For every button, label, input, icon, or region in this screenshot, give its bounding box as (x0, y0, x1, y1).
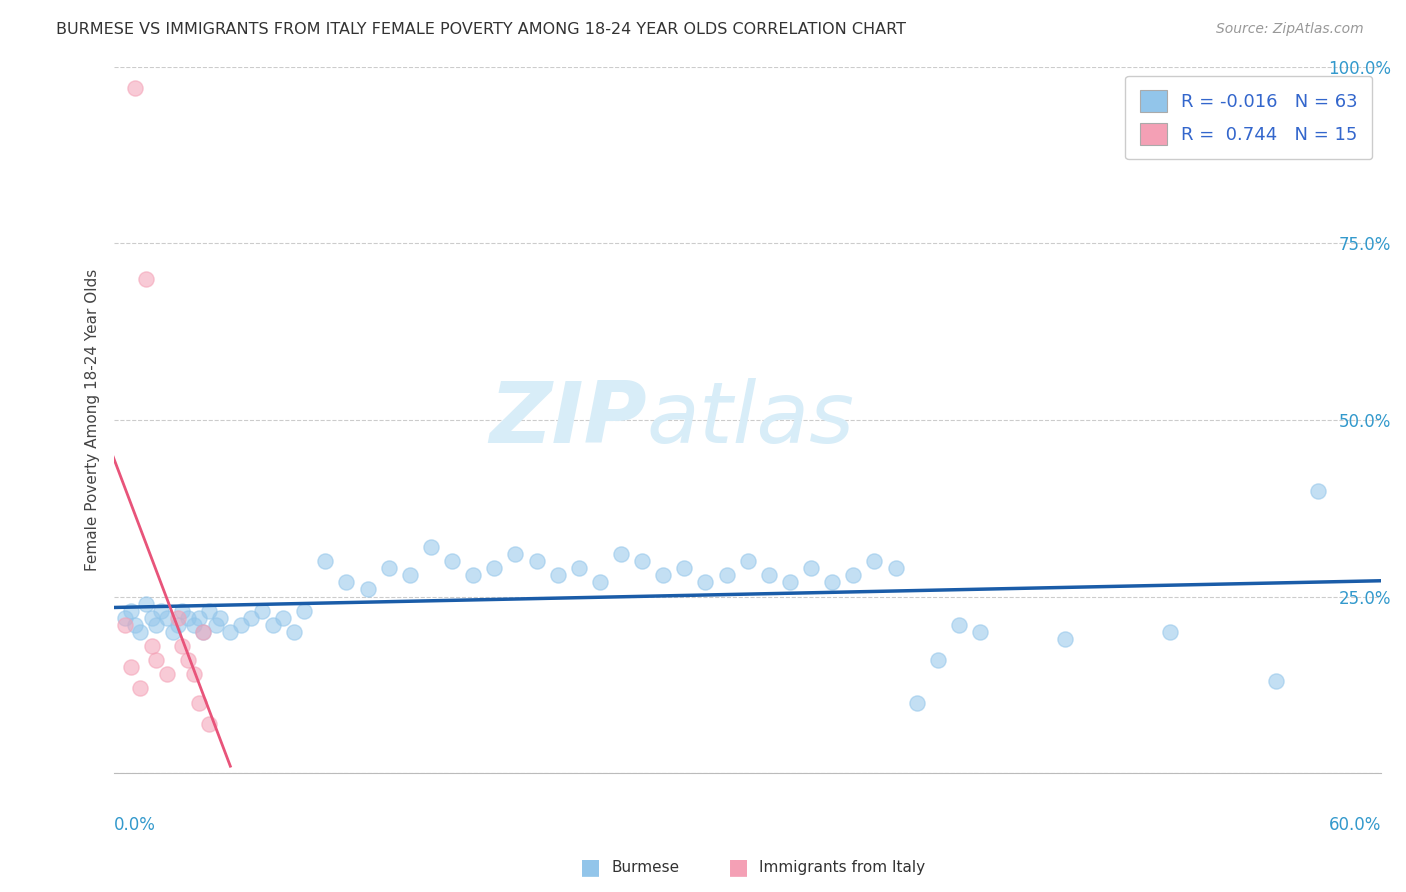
Point (420, 540, 443, 554)
Point (240, 611, 263, 625)
Point (250, 604, 273, 618)
Point (114, 611, 136, 625)
Point (1159, 624, 1181, 639)
Point (758, 568, 780, 582)
Point (716, 568, 738, 582)
Point (969, 624, 991, 639)
Point (145, 617, 167, 632)
Point (1306, 483, 1329, 498)
Text: ZIP: ZIP (489, 378, 647, 461)
Y-axis label: Female Poverty Among 18-24 Year Olds: Female Poverty Among 18-24 Year Olds (86, 268, 100, 571)
Point (187, 611, 209, 625)
Point (135, 597, 157, 611)
Point (800, 561, 823, 575)
Point (191, 624, 214, 639)
Point (198, 716, 221, 731)
Point (170, 639, 193, 653)
Point (695, 575, 717, 590)
Point (120, 604, 142, 618)
Point (183, 667, 205, 681)
Point (905, 696, 928, 710)
Point (124, 617, 146, 632)
Point (568, 561, 591, 575)
Point (183, 617, 205, 632)
Text: atlas: atlas (647, 378, 855, 461)
Point (652, 568, 675, 582)
Point (229, 617, 252, 632)
Point (156, 611, 179, 625)
Point (292, 604, 315, 618)
Point (283, 624, 305, 639)
Text: BURMESE VS IMMIGRANTS FROM ITALY FEMALE POVERTY AMONG 18-24 YEAR OLDS CORRELATIO: BURMESE VS IMMIGRANTS FROM ITALY FEMALE … (56, 22, 907, 37)
Point (927, 653, 949, 667)
Point (166, 611, 188, 625)
Text: ■: ■ (581, 857, 600, 877)
Point (948, 617, 970, 632)
Point (177, 653, 200, 667)
Point (120, 660, 142, 674)
Point (114, 617, 136, 632)
Point (547, 568, 569, 582)
Text: Immigrants from Italy: Immigrants from Italy (759, 860, 925, 874)
Point (863, 554, 886, 568)
Point (128, 681, 150, 696)
Point (842, 568, 865, 582)
Point (219, 624, 242, 639)
Point (128, 624, 150, 639)
Point (673, 561, 696, 575)
Point (610, 547, 633, 561)
Point (398, 568, 420, 582)
Text: Source: ZipAtlas.com: Source: ZipAtlas.com (1216, 22, 1364, 37)
Point (441, 554, 464, 568)
Point (262, 617, 284, 632)
Point (1264, 674, 1286, 689)
Point (208, 611, 231, 625)
Point (377, 561, 399, 575)
Point (631, 554, 654, 568)
Point (170, 604, 193, 618)
Point (526, 554, 548, 568)
Text: 0.0%: 0.0% (114, 815, 156, 834)
Point (484, 561, 506, 575)
Point (149, 604, 172, 618)
Point (156, 667, 179, 681)
Point (162, 624, 184, 639)
Point (204, 617, 226, 632)
Point (191, 624, 214, 639)
Point (884, 561, 907, 575)
Point (589, 575, 612, 590)
Point (1053, 632, 1076, 646)
Point (141, 611, 163, 625)
Point (314, 554, 336, 568)
Point (335, 575, 357, 590)
Text: ■: ■ (728, 857, 748, 877)
Point (737, 554, 759, 568)
Text: 60.0%: 60.0% (1329, 815, 1381, 834)
Point (135, 271, 157, 285)
Point (356, 582, 378, 597)
Point (145, 653, 167, 667)
Point (271, 611, 294, 625)
Text: Burmese: Burmese (612, 860, 679, 874)
Point (166, 617, 188, 632)
Point (177, 611, 200, 625)
Point (187, 696, 209, 710)
Point (463, 568, 485, 582)
Legend: R = -0.016   N = 63, R =  0.744   N = 15: R = -0.016 N = 63, R = 0.744 N = 15 (1125, 76, 1372, 160)
Point (779, 575, 801, 590)
Point (141, 639, 163, 653)
Point (124, 80, 146, 95)
Point (821, 575, 844, 590)
Point (198, 604, 221, 618)
Point (505, 547, 527, 561)
